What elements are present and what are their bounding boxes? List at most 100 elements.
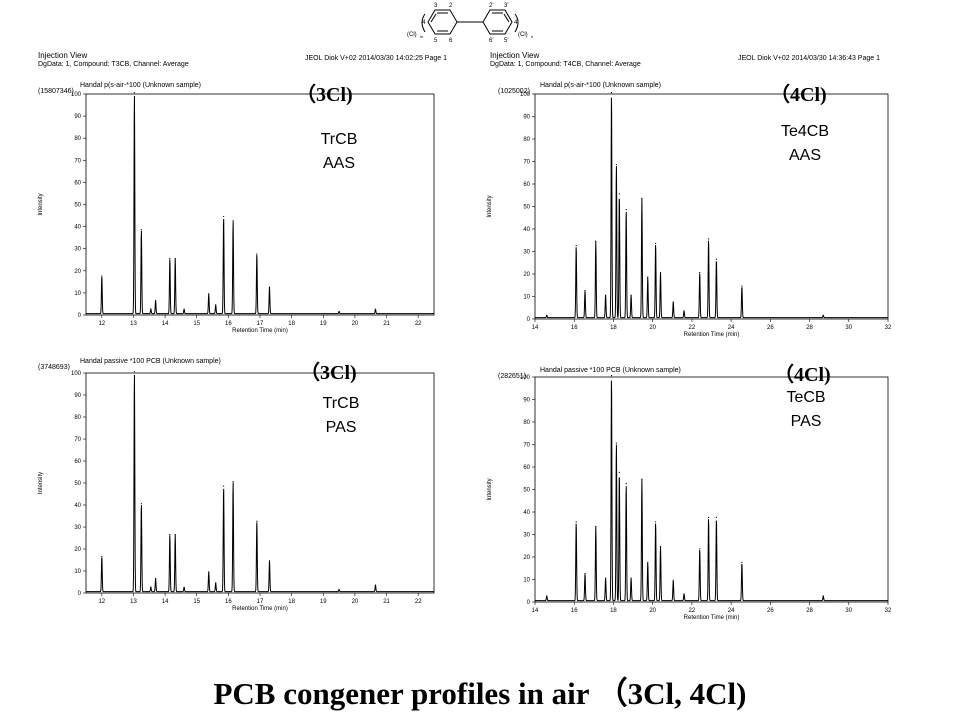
peak-point — [610, 92, 613, 94]
y-tick-label: 50 — [523, 488, 530, 494]
peak-point — [715, 258, 718, 260]
y-tick-label: 40 — [523, 227, 530, 233]
x-tick-label: 13 — [130, 599, 137, 605]
scale-value: (15807346) — [38, 88, 74, 95]
x-tick-label: 32 — [885, 608, 892, 614]
y-tick-label: 30 — [74, 525, 81, 531]
x-axis-label: Retention Time (min) — [232, 606, 288, 612]
chlorine-sub-left-index: m — [420, 34, 424, 39]
y-axis-label: Intensity — [38, 472, 44, 494]
y-tick-label: 90 — [523, 398, 530, 404]
peak-point — [133, 92, 136, 94]
peak-point — [647, 276, 649, 278]
peak-point — [672, 301, 674, 303]
sample-line: Handal p(s-air-*100 (Unknown sample) — [80, 82, 201, 89]
peak-point — [584, 573, 586, 575]
x-tick-label: 18 — [610, 608, 617, 614]
peak-point — [223, 215, 225, 218]
y-tick-label: 0 — [78, 313, 82, 319]
atom-3p: 3' — [504, 3, 508, 9]
chromatogram-chart: 0 10 20 30 40 50 60 70 80 90 100 14 16 18 20 22 24 26 28 30… — [487, 375, 892, 621]
x-tick-label: 26 — [767, 325, 774, 331]
scale-value: (3748693) — [38, 364, 70, 371]
peak-point — [655, 242, 657, 244]
x-tick-label: 22 — [415, 321, 422, 327]
x-tick-label: 22 — [415, 599, 422, 605]
x-tick-label: 20 — [649, 325, 656, 331]
y-tick-label: 90 — [74, 114, 81, 120]
peak-point — [208, 293, 210, 295]
x-tick-label: 16 — [225, 321, 232, 327]
x-tick-label: 17 — [257, 321, 264, 327]
peak-point — [546, 314, 548, 316]
x-tick-label: 28 — [806, 325, 813, 331]
peak-point — [630, 577, 632, 579]
atom-4p: 4' — [514, 20, 518, 26]
y-tick-label: 60 — [74, 459, 81, 465]
x-tick-label: 19 — [320, 321, 327, 327]
vendor-info-line: JEOL Diok V+02 2014/03/30 14:02:25 Page … — [305, 55, 447, 62]
peak-point — [155, 577, 157, 580]
peak-point — [215, 304, 217, 306]
peak-point — [256, 253, 258, 255]
y-tick-label: 50 — [523, 205, 530, 211]
peak-point — [268, 286, 271, 288]
file-info-line: DgData: 1, Compound: T3CB, Channel: Aver… — [38, 61, 189, 68]
x-tick-label: 18 — [288, 599, 295, 605]
peak-point — [223, 485, 225, 487]
y-tick-label: 100 — [520, 92, 531, 98]
sample-line: Handal passive *100 PCB (Unknown sample) — [540, 367, 681, 374]
chromatogram-panel-tecb-pas: Handal passive *100 PCB (Unknown sample)… — [487, 364, 892, 621]
atom-5p: 5' — [504, 38, 508, 44]
peak-point — [625, 483, 627, 485]
peak-point — [659, 272, 662, 274]
x-tick-label: 16 — [225, 599, 232, 605]
y-tick-label: 100 — [71, 371, 82, 377]
y-tick-label: 60 — [523, 182, 530, 188]
peak-point — [618, 193, 620, 195]
peak-point — [150, 586, 152, 588]
peak-point — [268, 560, 271, 562]
peak-point — [584, 290, 586, 292]
atom-3: 3 — [434, 3, 438, 9]
sample-line: Handal passive *100 PCB (Unknown sample) — [80, 358, 221, 365]
atom-2p: 2' — [489, 3, 493, 9]
peak-point — [338, 588, 340, 591]
chromatogram-trace — [86, 374, 434, 593]
y-tick-label: 10 — [523, 578, 530, 584]
atom-6: 6 — [449, 38, 453, 44]
y-tick-label: 50 — [74, 203, 81, 209]
peak-point — [575, 521, 577, 523]
peak-point — [150, 308, 152, 310]
y-tick-label: 70 — [523, 160, 530, 166]
chlorine-sub-right-index: n — [531, 34, 533, 39]
peak-point — [174, 533, 176, 536]
sample-type-label: Te4CB AAS — [780, 123, 830, 164]
x-tick-label: 14 — [162, 321, 169, 327]
x-tick-label: 12 — [98, 599, 105, 605]
peak-point — [215, 582, 217, 584]
x-tick-label: 30 — [845, 325, 852, 331]
peak-point — [699, 272, 701, 274]
chromatogram-trace — [535, 97, 888, 319]
x-tick-label: 15 — [193, 599, 200, 605]
y-axis-label: Intensity — [38, 193, 44, 215]
peak-point — [618, 471, 620, 473]
y-tick-label: 40 — [523, 510, 530, 516]
peak-point — [232, 481, 234, 483]
x-tick-label: 21 — [383, 321, 390, 327]
peak-point — [546, 595, 548, 597]
y-tick-label: 90 — [523, 115, 530, 121]
y-tick-label: 70 — [523, 443, 530, 449]
sample-type-label: TrCB PAS — [322, 395, 360, 436]
peak-point — [155, 299, 157, 302]
peak-point — [595, 525, 597, 528]
y-tick-label: 100 — [71, 92, 82, 98]
x-tick-label: 13 — [130, 321, 137, 327]
peak-point — [169, 257, 171, 260]
file-info-line: DgData: 1, Compound: T4CB, Channel: Aver… — [490, 61, 641, 68]
peak-point — [101, 275, 103, 277]
y-tick-label: 20 — [523, 555, 530, 561]
peak-point — [374, 584, 377, 586]
atom-2: 2 — [449, 3, 453, 9]
